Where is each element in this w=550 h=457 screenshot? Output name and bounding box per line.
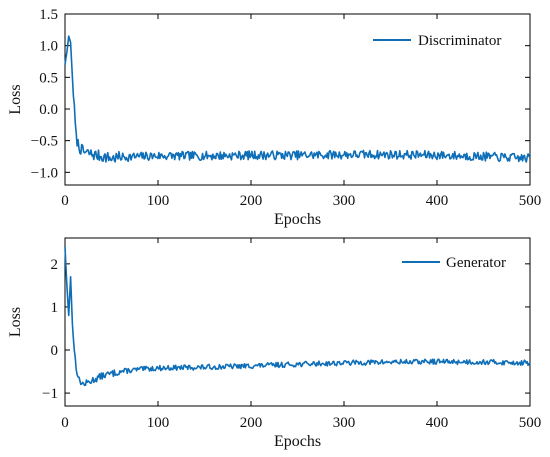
x-tick-label: 400 xyxy=(426,193,449,209)
series-line-generator xyxy=(64,246,531,387)
y-tick-label: −1.0 xyxy=(31,165,58,181)
y-axis-title: Loss xyxy=(7,307,24,337)
y-tick-label: 1 xyxy=(51,300,59,316)
y-tick-label: 1.5 xyxy=(39,7,58,23)
x-axis-title: Epochs xyxy=(274,211,321,228)
y-tick-label: 2 xyxy=(51,257,59,273)
y-tick-label: 0.5 xyxy=(39,70,58,86)
discriminator-loss-panel: 0 100 200 300 400 500 −1.0 −0.5 0.0 0.5 1.0 1.5 Epoc… xyxy=(7,7,541,228)
y-axis-title: Loss xyxy=(7,84,24,114)
series-line-discriminator xyxy=(64,35,531,163)
legend-label: Generator xyxy=(446,255,506,271)
x-tick-label: 400 xyxy=(426,415,449,431)
y-tick-label: 1.0 xyxy=(39,39,58,55)
x-tick-label: 500 xyxy=(519,415,542,431)
x-tick-label: 0 xyxy=(61,415,69,431)
x-tick-label: 300 xyxy=(333,193,356,209)
x-tick-label: 200 xyxy=(240,415,263,431)
y-tick-label: −0.5 xyxy=(31,134,58,150)
x-tick-label: 100 xyxy=(147,415,170,431)
x-tick-label: 300 xyxy=(333,415,356,431)
y-tick-label: −1 xyxy=(42,386,58,402)
plot-frame xyxy=(64,237,531,407)
legend-label: Discriminator xyxy=(418,33,501,49)
x-axis-title: Epochs xyxy=(274,433,321,450)
y-tick-label: 0.0 xyxy=(39,102,58,118)
y-tick-label: 0 xyxy=(51,343,59,359)
x-tick-label: 500 xyxy=(519,193,542,209)
x-tick-label: 0 xyxy=(61,193,69,209)
plot-frame xyxy=(64,13,531,186)
x-tick-label: 200 xyxy=(240,193,263,209)
x-tick-label: 100 xyxy=(147,193,170,209)
